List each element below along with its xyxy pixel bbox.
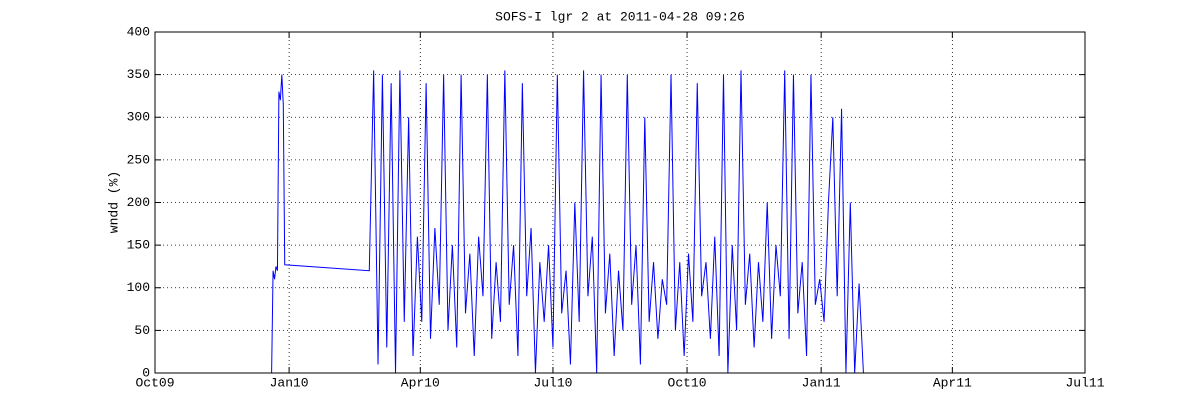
y-axis-label: wndd (%) — [106, 171, 121, 233]
chart-title: SOFS-I lgr 2 at 2011-04-28 09:26 — [495, 9, 745, 24]
x-tick-label: Jul10 — [533, 375, 572, 390]
y-tick-label: 200 — [127, 195, 150, 210]
x-tick-label: Apr10 — [401, 375, 440, 390]
y-tick-label: 0 — [142, 365, 150, 380]
x-tick-label: Jan11 — [802, 375, 841, 390]
y-tick-label: 50 — [134, 323, 150, 338]
x-tick-label: Oct10 — [668, 375, 707, 390]
x-tick-label: Jan10 — [270, 375, 309, 390]
axes-frame — [154, 31, 1086, 374]
y-tick-label: 350 — [127, 67, 150, 82]
y-tick-label: 400 — [127, 24, 150, 39]
y-tick-label: 100 — [127, 280, 150, 295]
y-tick-label: 250 — [127, 152, 150, 167]
x-tick-label: Jul11 — [1065, 375, 1104, 390]
x-tick-label: Apr11 — [933, 375, 972, 390]
y-tick-label: 150 — [127, 238, 150, 253]
x-tick-label: Oct09 — [135, 375, 174, 390]
y-tick-label: 300 — [127, 110, 150, 125]
